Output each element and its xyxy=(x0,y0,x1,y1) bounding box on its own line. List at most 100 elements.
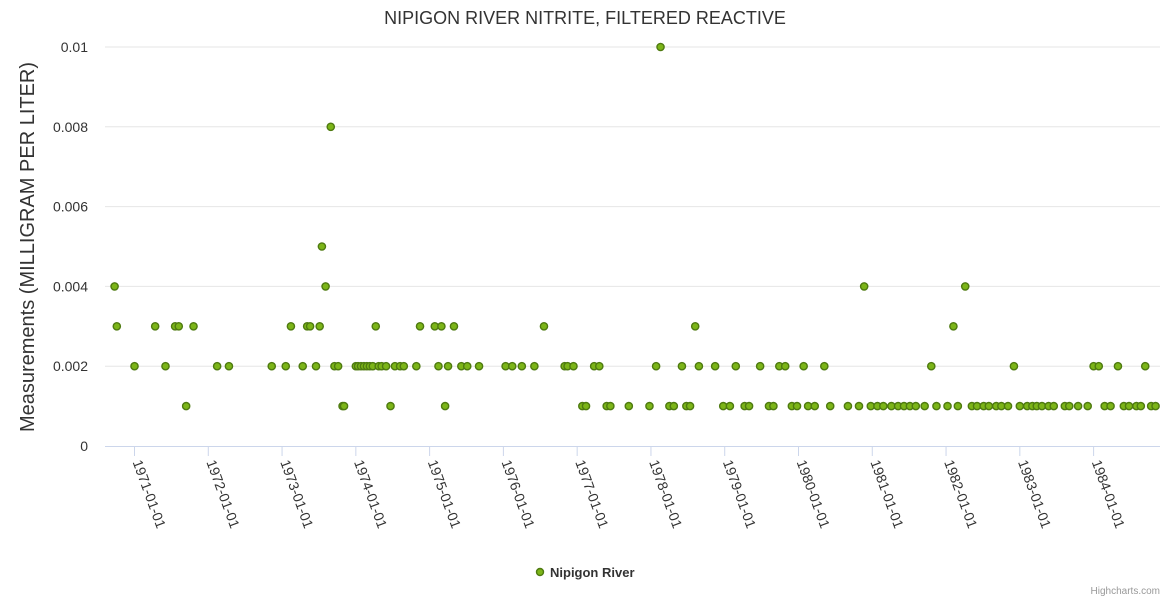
data-point[interactable] xyxy=(224,361,234,371)
data-point[interactable] xyxy=(685,401,695,411)
data-point[interactable] xyxy=(1151,401,1160,411)
legend-label-nipigon-river[interactable]: Nipigon River xyxy=(550,565,635,580)
data-point[interactable] xyxy=(949,321,958,331)
data-point[interactable] xyxy=(530,361,539,371)
data-point[interactable] xyxy=(984,401,994,411)
data-point[interactable] xyxy=(879,401,888,411)
data-point[interactable] xyxy=(321,282,330,291)
data-point[interactable] xyxy=(926,361,936,371)
data-point[interactable] xyxy=(110,282,119,291)
data-point[interactable] xyxy=(825,401,835,411)
data-point[interactable] xyxy=(507,361,517,371)
data-point[interactable] xyxy=(606,401,615,411)
data-point[interactable] xyxy=(595,361,604,371)
data-point[interactable] xyxy=(150,321,160,331)
data-point[interactable] xyxy=(449,321,459,331)
data-point[interactable] xyxy=(317,242,327,251)
data-point[interactable] xyxy=(920,401,929,411)
data-point[interactable] xyxy=(854,401,864,411)
data-point[interactable] xyxy=(305,321,315,331)
data-point[interactable] xyxy=(462,361,472,371)
legend[interactable]: Nipigon River xyxy=(535,565,635,580)
data-point[interactable] xyxy=(1113,361,1123,371)
data-point[interactable] xyxy=(1094,361,1104,371)
data-point[interactable] xyxy=(539,321,549,331)
x-tick-label: 1978-01-01 xyxy=(646,458,686,531)
data-point[interactable] xyxy=(181,401,191,411)
data-point[interactable] xyxy=(130,361,139,371)
data-point[interactable] xyxy=(189,321,198,331)
data-point[interactable] xyxy=(267,361,277,371)
data-point[interactable] xyxy=(339,401,349,411)
data-point[interactable] xyxy=(298,361,308,371)
x-tick-label: 1979-01-01 xyxy=(720,458,760,531)
data-point[interactable] xyxy=(1073,401,1083,411)
data-point[interactable] xyxy=(645,401,654,411)
data-point[interactable] xyxy=(744,401,754,411)
data-point[interactable] xyxy=(434,361,443,371)
data-point[interactable] xyxy=(624,401,634,411)
data-point[interactable] xyxy=(690,321,700,331)
data-point[interactable] xyxy=(1124,401,1134,411)
data-point[interactable] xyxy=(174,321,184,331)
credits-link[interactable]: Highcharts.com xyxy=(1091,586,1160,597)
data-point[interactable] xyxy=(1064,401,1074,411)
data-point[interactable] xyxy=(669,401,679,411)
data-point[interactable] xyxy=(651,361,661,371)
data-point[interactable] xyxy=(1136,401,1146,411)
data-point[interactable] xyxy=(311,361,321,371)
data-point[interactable] xyxy=(437,321,446,331)
data-point[interactable] xyxy=(1140,361,1150,371)
data-point[interactable] xyxy=(1083,401,1092,411)
data-point[interactable] xyxy=(412,361,421,371)
x-tick-label: 1977-01-01 xyxy=(572,458,612,531)
data-point[interactable] xyxy=(517,361,527,371)
data-point[interactable] xyxy=(859,282,869,291)
data-point[interactable] xyxy=(755,361,765,371)
data-point[interactable] xyxy=(326,122,336,132)
data-point[interactable] xyxy=(581,401,591,411)
data-point[interactable] xyxy=(960,282,970,291)
data-point[interactable] xyxy=(810,401,820,411)
data-point[interactable] xyxy=(780,361,790,371)
data-point[interactable] xyxy=(911,401,921,411)
data-point[interactable] xyxy=(443,361,453,371)
data-point[interactable] xyxy=(112,321,122,331)
data-point[interactable] xyxy=(1049,401,1059,411)
data-point[interactable] xyxy=(415,321,425,331)
data-point[interactable] xyxy=(281,361,291,371)
data-point[interactable] xyxy=(769,401,778,411)
data-point[interactable] xyxy=(799,361,808,371)
data-point[interactable] xyxy=(694,361,704,371)
data-point[interactable] xyxy=(569,361,578,371)
x-tick-label: 1975-01-01 xyxy=(425,458,465,531)
data-point[interactable] xyxy=(1009,361,1019,371)
data-point[interactable] xyxy=(943,401,952,411)
data-point[interactable] xyxy=(953,401,963,411)
data-point[interactable] xyxy=(315,321,324,331)
data-point[interactable] xyxy=(386,401,395,411)
data-point[interactable] xyxy=(333,361,343,371)
data-point[interactable] xyxy=(161,361,170,371)
data-point[interactable] xyxy=(677,361,687,371)
data-point[interactable] xyxy=(474,361,484,371)
data-point[interactable] xyxy=(1106,401,1115,411)
data-point[interactable] xyxy=(843,401,853,411)
data-point[interactable] xyxy=(381,361,391,371)
data-point[interactable] xyxy=(725,401,735,411)
data-point[interactable] xyxy=(731,361,741,371)
data-point[interactable] xyxy=(820,361,829,371)
data-point[interactable] xyxy=(212,361,222,371)
data-point[interactable] xyxy=(399,361,409,371)
data-point[interactable] xyxy=(932,401,941,411)
x-tick-label: 1982-01-01 xyxy=(941,458,981,531)
legend-marker-icon xyxy=(535,567,545,577)
data-point[interactable] xyxy=(792,401,802,411)
data-point[interactable] xyxy=(371,321,381,331)
data-point[interactable] xyxy=(1003,401,1013,411)
data-point[interactable] xyxy=(286,321,296,331)
data-point[interactable] xyxy=(710,361,720,371)
data-point[interactable] xyxy=(656,42,665,52)
data-point[interactable] xyxy=(1015,401,1025,411)
data-point[interactable] xyxy=(440,401,450,411)
